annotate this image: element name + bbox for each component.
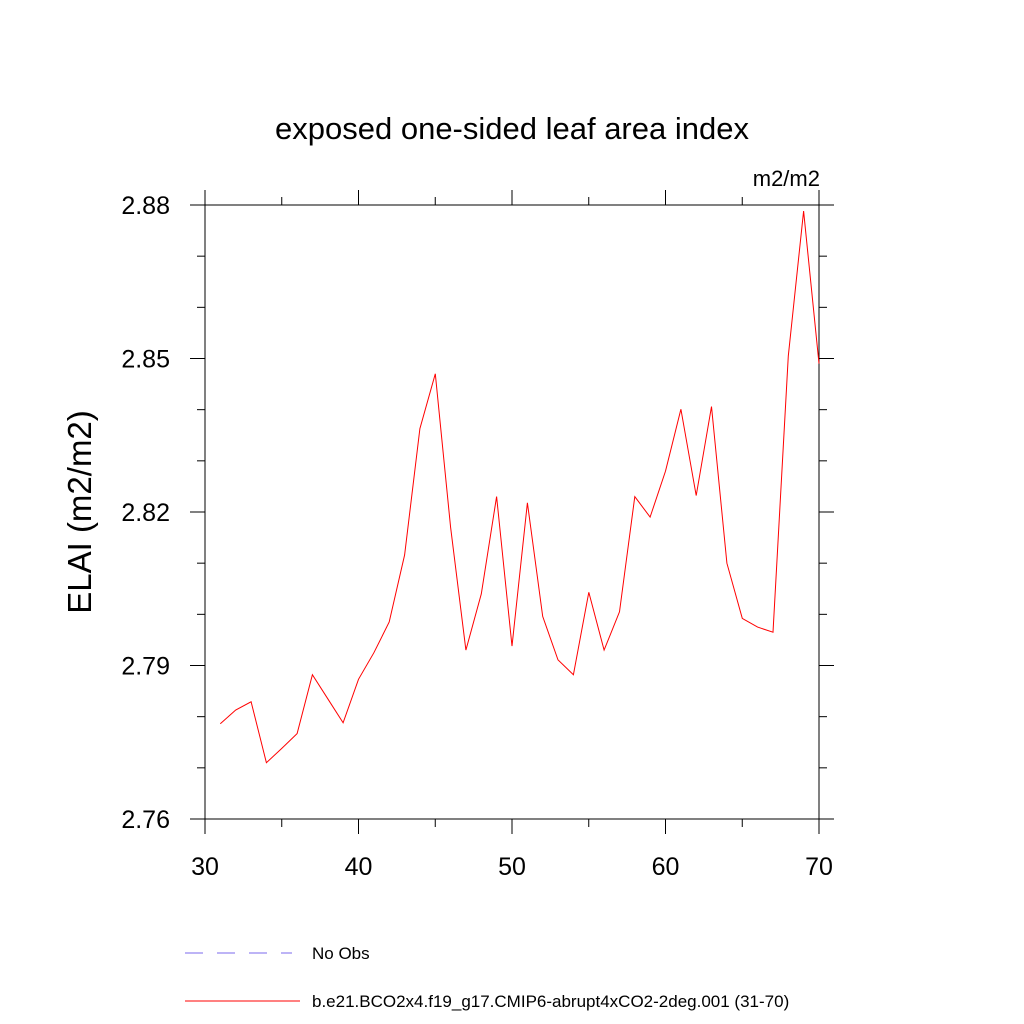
y-tick-label: 2.88 xyxy=(121,192,170,220)
x-tick-label: 50 xyxy=(498,853,526,881)
x-tick-label: 60 xyxy=(652,853,680,881)
y-axis: 2.76 2.79 2.82 2.85 2.88 xyxy=(121,192,834,834)
chart-title: exposed one-sided leaf area index xyxy=(275,111,749,146)
y-axis-label: ELAI (m2/m2) xyxy=(61,410,98,614)
y-tick-label: 2.76 xyxy=(121,806,170,834)
plot-frame xyxy=(204,204,820,820)
units-label: m2/m2 xyxy=(753,166,820,191)
y-tick-label: 2.85 xyxy=(121,346,170,374)
x-axis: 30 40 50 60 70 xyxy=(191,190,833,881)
series-line-1 xyxy=(219,211,820,764)
series-layer xyxy=(219,211,820,764)
x-tick-label: 30 xyxy=(191,853,219,881)
x-tick-label: 70 xyxy=(805,853,833,881)
y-tick-label: 2.79 xyxy=(121,653,170,681)
legend-label-no-obs: No Obs xyxy=(312,944,370,963)
legend-label-model: b.e21.BCO2x4.f19_g17.CMIP6-abrupt4xCO2-2… xyxy=(312,992,789,1011)
x-tick-label: 40 xyxy=(345,853,373,881)
y-tick-label: 2.82 xyxy=(121,499,170,527)
legend: No Obs b.e21.BCO2x4.f19_g17.CMIP6-abrupt… xyxy=(185,944,789,1011)
